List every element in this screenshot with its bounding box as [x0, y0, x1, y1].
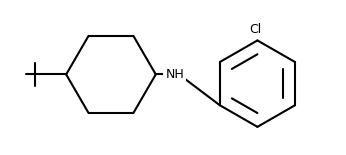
Text: Cl: Cl: [249, 23, 262, 36]
Text: NH: NH: [165, 68, 184, 81]
